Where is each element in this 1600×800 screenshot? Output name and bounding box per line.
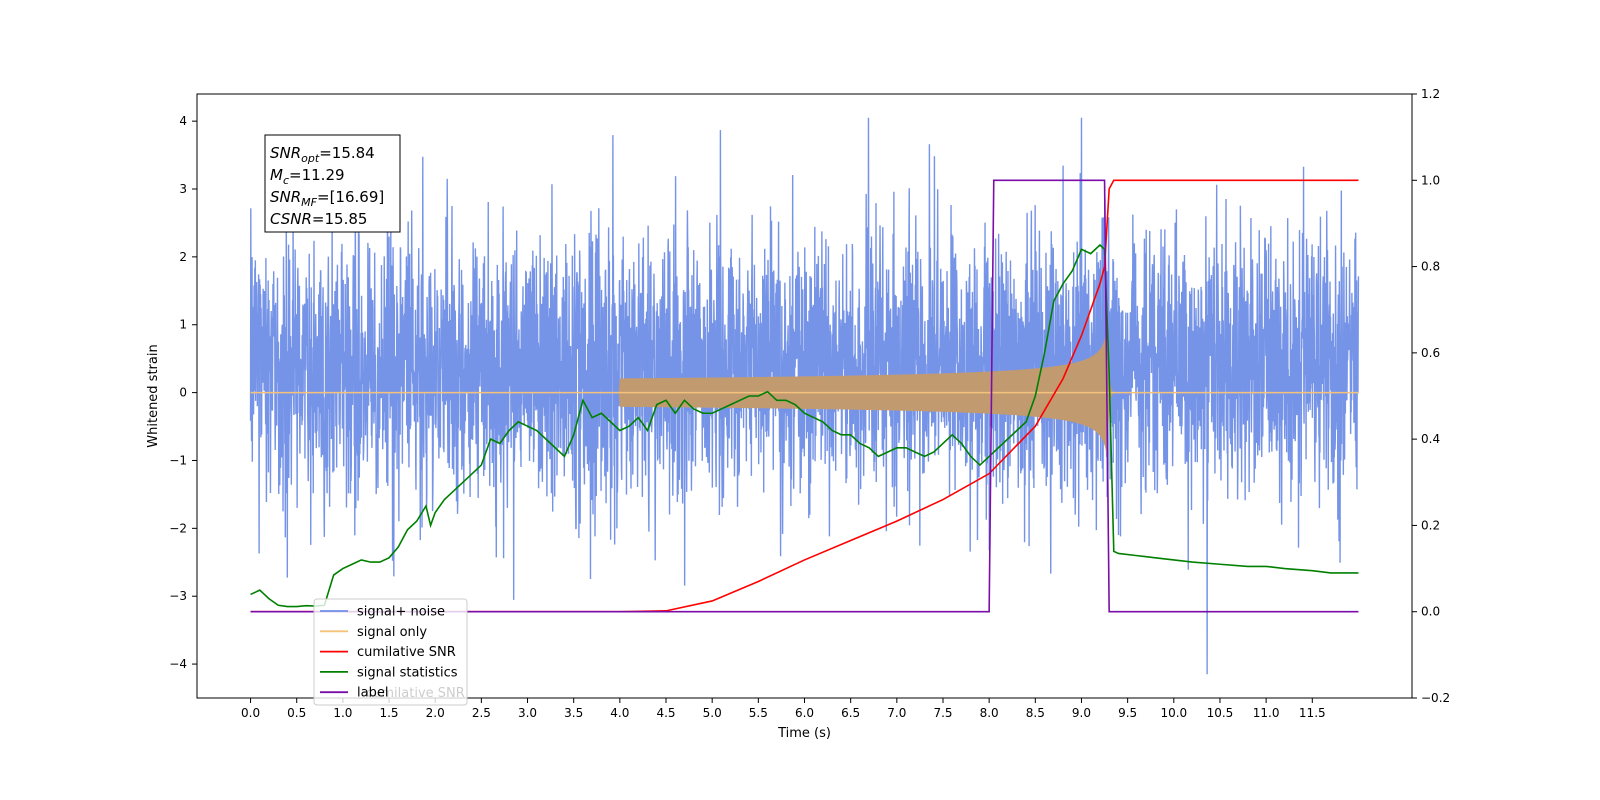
legend-label: label [357, 686, 388, 701]
x-tick-label: 10.5 [1207, 706, 1234, 720]
x-tick-label: 1.5 [379, 706, 398, 720]
x-tick-label: 6.0 [795, 706, 814, 720]
x-tick-label: 2.5 [472, 706, 491, 720]
x-tick-label: 7.0 [887, 706, 906, 720]
x-tick-label: 7.5 [933, 706, 952, 720]
x-tick-label: 5.5 [749, 706, 768, 720]
legend-label: signal statistics [357, 665, 458, 680]
y-tick-label: 3 [179, 182, 187, 196]
y2-tick-label: 1.0 [1421, 173, 1440, 187]
stats-annotation-line: CSNR=15.85 [270, 210, 367, 228]
y2-tick-label: 0.6 [1421, 346, 1440, 360]
x-tick-label: 8.0 [980, 706, 999, 720]
y-tick-label: −1 [169, 453, 187, 467]
stats-annotation: SNRopt=15.84Mc=11.29SNRMF=[16.69]CSNR=15… [264, 134, 401, 233]
x-axis-label: Time (s) [777, 726, 831, 741]
y2-tick-label: 0.8 [1421, 260, 1440, 274]
series-label-line [250, 179, 1359, 613]
y-tick-label: −2 [169, 521, 187, 535]
stats-annotation-line: SNRopt=15.84 [270, 144, 375, 165]
stats-annotation-line: SNRMF=[16.69] [270, 188, 384, 209]
legend-label: signal+ noise [357, 605, 445, 620]
x-tick-label: 1.0 [333, 706, 352, 720]
legend-label: signal only [357, 625, 427, 640]
x-tick-label: 4.5 [656, 706, 675, 720]
x-tick-label: 11.5 [1299, 706, 1326, 720]
series-signal-noise-line [249, 117, 1360, 675]
y-tick-label: −3 [169, 589, 187, 603]
stats-annotation-box [264, 134, 401, 233]
y-tick-label: −4 [169, 657, 187, 671]
y2-tick-label: 1.2 [1421, 87, 1440, 101]
x-tick-label: 0.0 [241, 706, 260, 720]
legend-label: cumilative SNR [357, 645, 456, 660]
legend-box [313, 598, 468, 706]
x-tick-label: 3.0 [518, 706, 537, 720]
x-tick-label: 8.5 [1026, 706, 1045, 720]
x-tick-label: 3.5 [564, 706, 583, 720]
y2-tick-label: 0.2 [1421, 518, 1440, 532]
x-tick-label: 6.5 [841, 706, 860, 720]
y2-tick-label: 0.4 [1421, 432, 1440, 446]
series-signal-statistics-line [250, 243, 1359, 608]
y2-tick-label: 0.0 [1421, 605, 1440, 619]
stats-annotation-line: Mc=11.29 [270, 166, 345, 187]
x-tick-label: 9.0 [1072, 706, 1091, 720]
series-cumulative-snr-line [250, 179, 1359, 613]
y-tick-label: 0 [179, 386, 187, 400]
y-tick-label: 1 [179, 318, 187, 332]
x-tick-label: 11.0 [1253, 706, 1280, 720]
x-tick-label: 4.0 [610, 706, 629, 720]
y-tick-label: 4 [179, 114, 187, 128]
x-tick-label: 2.0 [426, 706, 445, 720]
y-axis-label: Whitened strain [146, 344, 161, 447]
x-tick-label: 0.5 [287, 706, 306, 720]
y2-tick-label: −0.2 [1421, 691, 1450, 705]
y-tick-label: 2 [179, 250, 187, 264]
x-tick-label: 10.0 [1160, 706, 1187, 720]
x-tick-label: 9.5 [1118, 706, 1137, 720]
x-tick-label: 5.0 [703, 706, 722, 720]
